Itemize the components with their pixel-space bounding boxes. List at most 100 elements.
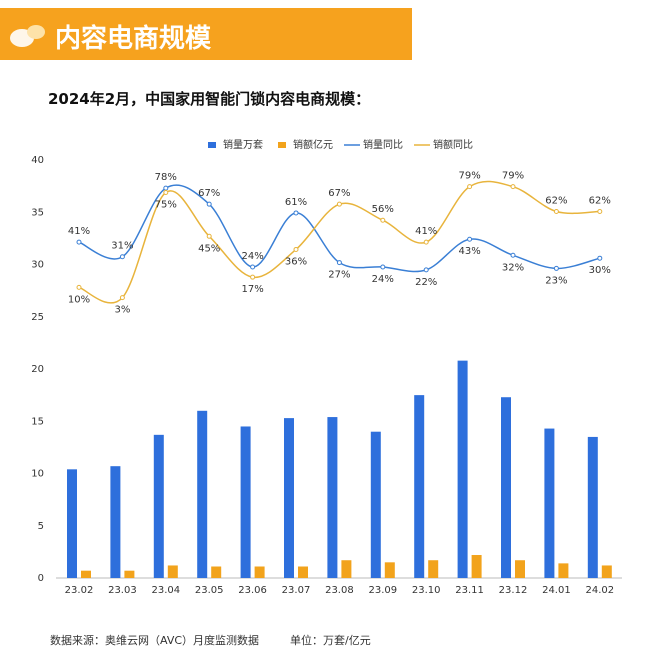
point [293,246,299,252]
point [250,264,256,270]
x-tick-label: 23.08 [325,585,354,596]
point [206,233,212,239]
data-label: 62% [545,195,567,206]
banner-title: 内容电商规模 [55,24,212,54]
y-tick-label: 35 [31,207,44,218]
data-label: 10% [68,294,90,305]
legend-label: 销量万套 [223,138,263,151]
point [423,267,429,273]
legend-label: 销额同比 [433,138,473,151]
point [119,254,125,260]
bar [327,417,338,578]
y-tick-label: 30 [31,260,44,271]
bar [457,360,468,578]
bar [515,560,525,578]
bar [284,418,294,578]
bar [384,562,395,578]
y-tick-label: 25 [31,312,44,323]
bar [601,565,612,578]
legend-label: 销量同比 [363,138,403,151]
bar [370,431,381,578]
chart-title: 2024年2月，中国家用智能门锁内容电商规模： [48,90,371,108]
data-label: 41% [68,226,90,237]
bar [167,565,178,578]
x-tick-label: 24.01 [542,585,571,596]
data-label: 31% [111,241,133,252]
x-tick-label: 23.05 [195,585,224,596]
point [163,190,169,195]
bar [110,466,121,578]
point [380,264,386,270]
data-label: 67% [328,188,350,199]
data-label: 27% [328,270,350,281]
point [467,184,473,190]
point [380,217,386,223]
point [76,239,82,245]
point [119,295,125,301]
x-tick-label: 23.09 [368,585,397,596]
data-label: 41% [415,226,437,237]
data-label: 43% [458,246,480,257]
data-label: 17% [241,284,263,295]
y-tick-label: 15 [31,416,44,427]
bar [414,395,425,578]
bar [197,410,208,578]
icon [10,25,45,47]
bar [471,555,482,578]
bar [124,570,135,578]
y-tick-label: 40 [31,155,44,166]
bar [211,566,222,578]
point [510,184,516,190]
x-tick-label: 23.04 [151,585,180,596]
bar [544,428,555,578]
data-label: 36% [285,256,307,267]
y-tick-label: 5 [38,521,44,532]
legend-label: 销额亿元 [293,138,333,151]
data-label: 32% [502,262,524,273]
bar [298,566,308,578]
x-tick-label: 23.12 [499,585,528,596]
bar [428,560,439,578]
y-tick-label: 10 [31,469,44,480]
data-label: 78% [155,172,177,183]
data-label: 67% [198,188,220,199]
bar [67,469,77,578]
bar [254,566,265,578]
data-label: 56% [372,204,394,215]
point [250,274,256,280]
data-label: 61% [285,197,307,208]
x-tick-label: 23.10 [412,585,441,596]
data-label: 79% [502,171,524,182]
point [510,252,516,258]
bar [501,397,511,578]
unit-note: 单位：万套/亿元 [290,633,371,647]
point [336,260,342,266]
bar [587,436,598,578]
x-tick-label: 23.11 [455,585,484,596]
point [597,255,603,261]
x-tick-label: 23.02 [65,585,94,596]
banner: 内容电商规模 [0,8,412,60]
data-label: 45% [198,243,220,254]
data-label: 24% [372,274,394,285]
x-tick-label: 24.02 [585,585,614,596]
x-tick-label: 23.07 [282,585,311,596]
point [76,284,82,290]
x-tick-label: 23.06 [238,585,267,596]
point [206,201,212,207]
y-tick-label: 20 [31,364,44,375]
data-label: 23% [545,275,567,286]
source-note: 数据来源：奥维云网（AVC）月度监测数据 [50,633,259,647]
data-label: 75% [155,200,177,211]
point [553,208,559,214]
bar [341,560,352,578]
bar [240,426,251,578]
y-tick-label: 0 [38,573,44,584]
point [163,185,169,191]
data-label: 30% [589,265,611,276]
point [293,210,299,216]
x-tick-label: 23.03 [108,585,137,596]
legend-swatch [208,142,216,148]
